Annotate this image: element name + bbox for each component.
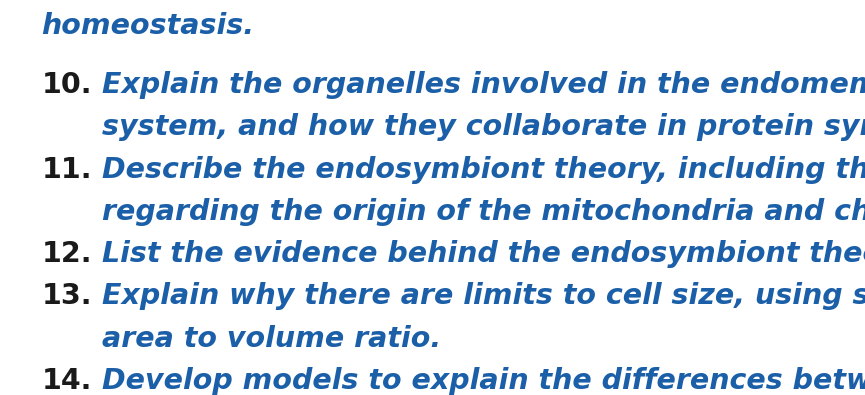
Text: Describe the endosymbiont theory, including the details: Describe the endosymbiont theory, includ… [102,156,865,184]
Text: system, and how they collaborate in protein synthesis.: system, and how they collaborate in prot… [102,113,865,141]
Text: 10.: 10. [42,71,92,99]
Text: area to volume ratio.: area to volume ratio. [102,325,441,353]
Text: Develop models to explain the differences between: Develop models to explain the difference… [102,367,865,395]
Text: regarding the origin of the mitochondria and chloroplast.: regarding the origin of the mitochondria… [102,198,865,226]
Text: Explain why there are limits to cell size, using surface: Explain why there are limits to cell siz… [102,282,865,310]
Text: 11.: 11. [42,156,92,184]
Text: 12.: 12. [42,240,92,268]
Text: Explain the organelles involved in the endomembrane: Explain the organelles involved in the e… [102,71,865,99]
Text: 13.: 13. [42,282,92,310]
Text: 14.: 14. [42,367,92,395]
Text: List the evidence behind the endosymbiont theory: List the evidence behind the endosymbion… [102,240,865,268]
Text: homeostasis.: homeostasis. [42,12,254,40]
